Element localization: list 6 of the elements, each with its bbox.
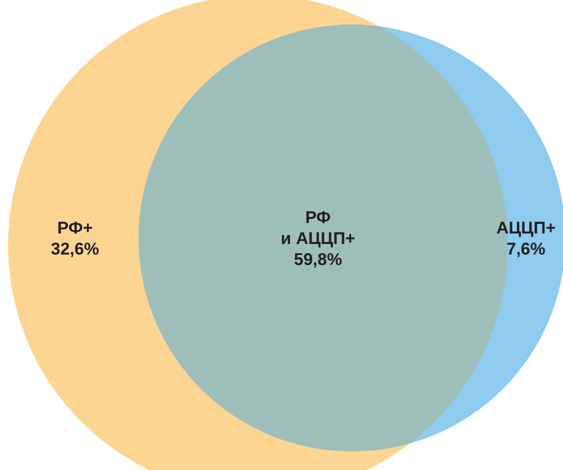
data-label: 59,8% — [294, 250, 342, 269]
category-label: РФ и АЦЦП+ — [280, 208, 356, 248]
category-label: АЦЦП+ — [496, 218, 556, 238]
category-label: РФ+ — [57, 218, 93, 238]
data-label: 7,6% — [506, 240, 546, 258]
data-label: 32,6% — [50, 240, 100, 258]
